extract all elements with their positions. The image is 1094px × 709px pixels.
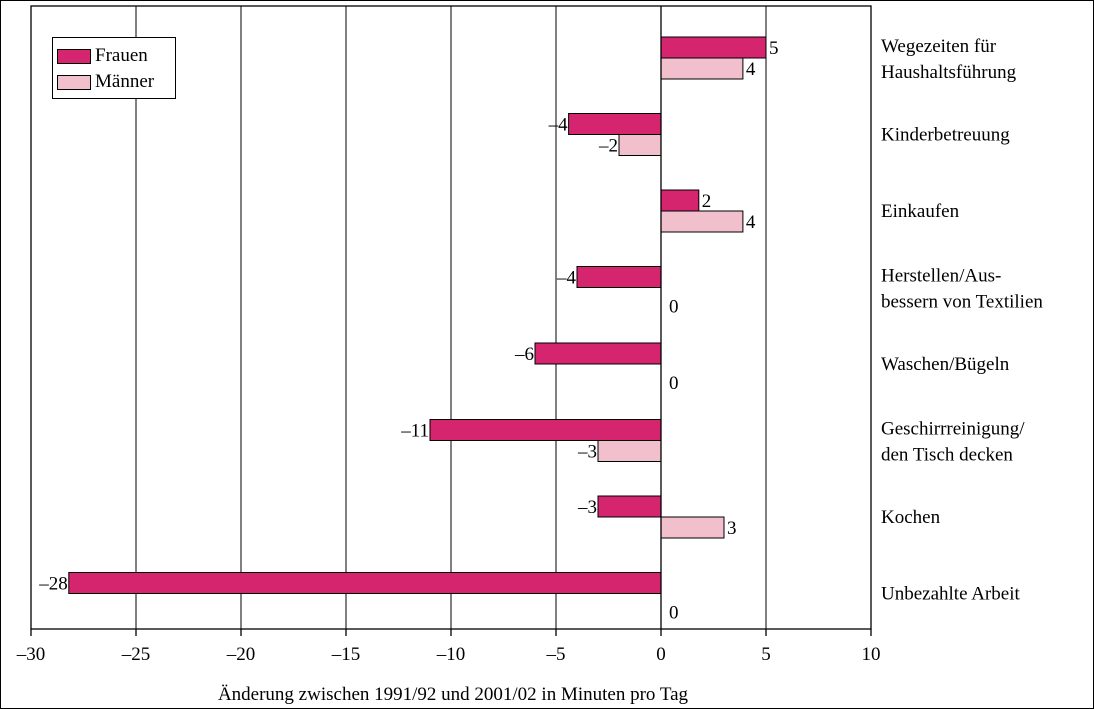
category-label: Wegezeiten für <box>881 36 997 57</box>
bar-layer <box>68 36 767 594</box>
bar-frauen <box>534 342 662 365</box>
legend-label-maenner: Männer <box>95 71 155 92</box>
data-label-maenner: –3 <box>577 442 597 463</box>
bar-frauen <box>576 266 662 288</box>
data-label-frauen: 2 <box>702 191 712 212</box>
bar-frauen <box>568 113 662 135</box>
legend-swatch-maenner <box>57 74 91 90</box>
x-tick-label: –5 <box>546 644 566 665</box>
grid-layer <box>135 6 872 629</box>
x-tick-label: –20 <box>226 644 256 665</box>
category-label: Herstellen/Aus- <box>881 266 1001 287</box>
bar-maenner <box>660 210 744 233</box>
category-label: Unbezahlte Arbeit <box>881 584 1020 605</box>
x-tick-label: –15 <box>331 644 361 665</box>
bar-frauen <box>660 189 700 212</box>
category-label: Haushaltsführung <box>881 62 1017 83</box>
data-label-maenner: 0 <box>669 297 679 318</box>
legend-swatch-frauen <box>57 48 91 64</box>
legend-item-maenner: Männer <box>57 71 154 93</box>
data-label-maenner: 4 <box>746 59 756 80</box>
x-tick-label: 5 <box>761 644 771 665</box>
data-label-maenner: 0 <box>669 603 679 624</box>
data-label-maenner: 0 <box>669 373 679 394</box>
bar-frauen <box>429 419 662 441</box>
data-label-frauen: –4 <box>556 268 577 289</box>
bar-frauen <box>68 572 662 594</box>
data-label-maenner: 3 <box>727 518 737 539</box>
category-label: Waschen/Bügeln <box>881 354 1010 375</box>
data-label-maenner: –2 <box>598 136 618 157</box>
bar-frauen <box>597 495 662 518</box>
data-label-frauen: 5 <box>769 38 779 59</box>
axis-layer: –30 –25 –20 –15 –10 –5 0 5 10 <box>16 5 881 665</box>
bar-maenner <box>660 57 744 80</box>
legend-label-frauen: Frauen <box>95 45 148 66</box>
bar-maenner <box>660 516 725 539</box>
data-label-frauen: –28 <box>38 574 68 595</box>
data-label-frauen: –6 <box>514 344 534 365</box>
x-axis-title: Änderung zwischen 1991/92 und 2001/02 in… <box>218 684 689 705</box>
data-label-frauen: –11 <box>400 421 429 442</box>
data-label-frauen: –4 <box>548 115 569 136</box>
bar-maenner <box>597 440 662 462</box>
category-label: den Tisch decken <box>881 445 1013 466</box>
x-tick-label: –30 <box>16 644 46 665</box>
legend-item-frauen: Frauen <box>57 45 148 67</box>
x-tick-label: –25 <box>121 644 151 665</box>
data-label-frauen: –3 <box>577 497 597 518</box>
category-label: Einkaufen <box>881 201 960 222</box>
x-tick-label: –10 <box>436 644 466 665</box>
category-label: Kochen <box>881 507 941 528</box>
bar-frauen <box>660 36 767 59</box>
category-label: Geschirrreinigung/ <box>881 419 1025 440</box>
bar-maenner <box>618 134 662 156</box>
data-label-maenner: 4 <box>746 212 756 233</box>
x-tick-label: 10 <box>862 644 881 665</box>
category-label: bessern von Textilien <box>881 292 1043 313</box>
legend: Frauen Männer <box>52 37 176 99</box>
category-label: Kinderbetreuung <box>881 125 1010 146</box>
x-tick-label: 0 <box>656 644 666 665</box>
